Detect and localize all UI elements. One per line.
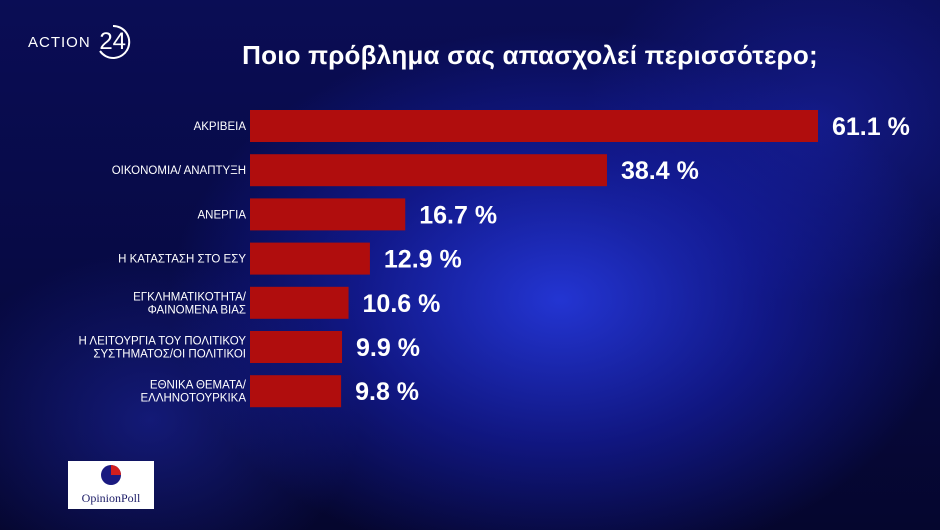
value-label-3: 16.7 %	[419, 201, 497, 229]
bar-6	[250, 331, 343, 363]
category-label-1: ΑΚΡΙΒΕΙΑ	[194, 121, 247, 133]
value-label-1: 61.1 %	[832, 113, 910, 141]
bar-3	[250, 198, 406, 231]
category-label-5: ΕΓΚΛΗΜΑΤΙΚΟΤΗΤΑ/ΦΑΙΝΟΜΕΝΑ ΒΙΑΣ	[133, 291, 247, 316]
value-label-7: 9.8 %	[355, 378, 419, 406]
logo-word: ACTION	[28, 33, 91, 51]
value-label-4: 12.9 %	[384, 246, 462, 274]
bar-2	[250, 154, 607, 187]
pollster-logo-mark	[101, 465, 121, 485]
channel-logo: ACTION 24	[28, 22, 132, 62]
bar-5	[250, 286, 349, 319]
category-label-6: Η ΛΕΙΤΟΥΡΓΙΑ ΤΟΥ ΠΟΛΙΤΙΚΟΥ ΣΥΣΤΗΜΑΤΟΣ/ΟΙ …	[79, 336, 247, 361]
chart-title: Ποιο πρόβλημα σας απασχολεί περισσότερο;	[242, 40, 818, 70]
category-label-4: Η ΚΑΤΑΣΤΑΣΗ ΣΤΟ ΕΣΥ	[118, 254, 246, 266]
category-label-2: ΟΙΚΟΝΟΜΙΑ/ ΑΝΑΠΤΥΞΗ	[112, 165, 246, 177]
logo-number: 24	[99, 28, 127, 55]
value-label-5: 10.6 %	[363, 290, 441, 318]
pollster-name: OpinionPoll	[81, 491, 141, 505]
value-label-6: 9.9 %	[356, 334, 420, 362]
category-label-3: ΑΝΕΡΓΙΑ	[197, 209, 246, 221]
logo-number-badge: 24	[94, 23, 132, 61]
bar-1	[250, 110, 818, 142]
category-label-7: ΕΘΝΙΚΑ ΘΕΜΑΤΑ/ΕΛΛΗΝΟΤΟΥΡΚΙΚΑ	[140, 380, 246, 405]
value-label-2: 38.4 %	[621, 157, 699, 185]
bar-7	[250, 375, 342, 408]
bar-4	[250, 242, 370, 275]
pollster-badge: OpinionPoll	[68, 461, 154, 509]
